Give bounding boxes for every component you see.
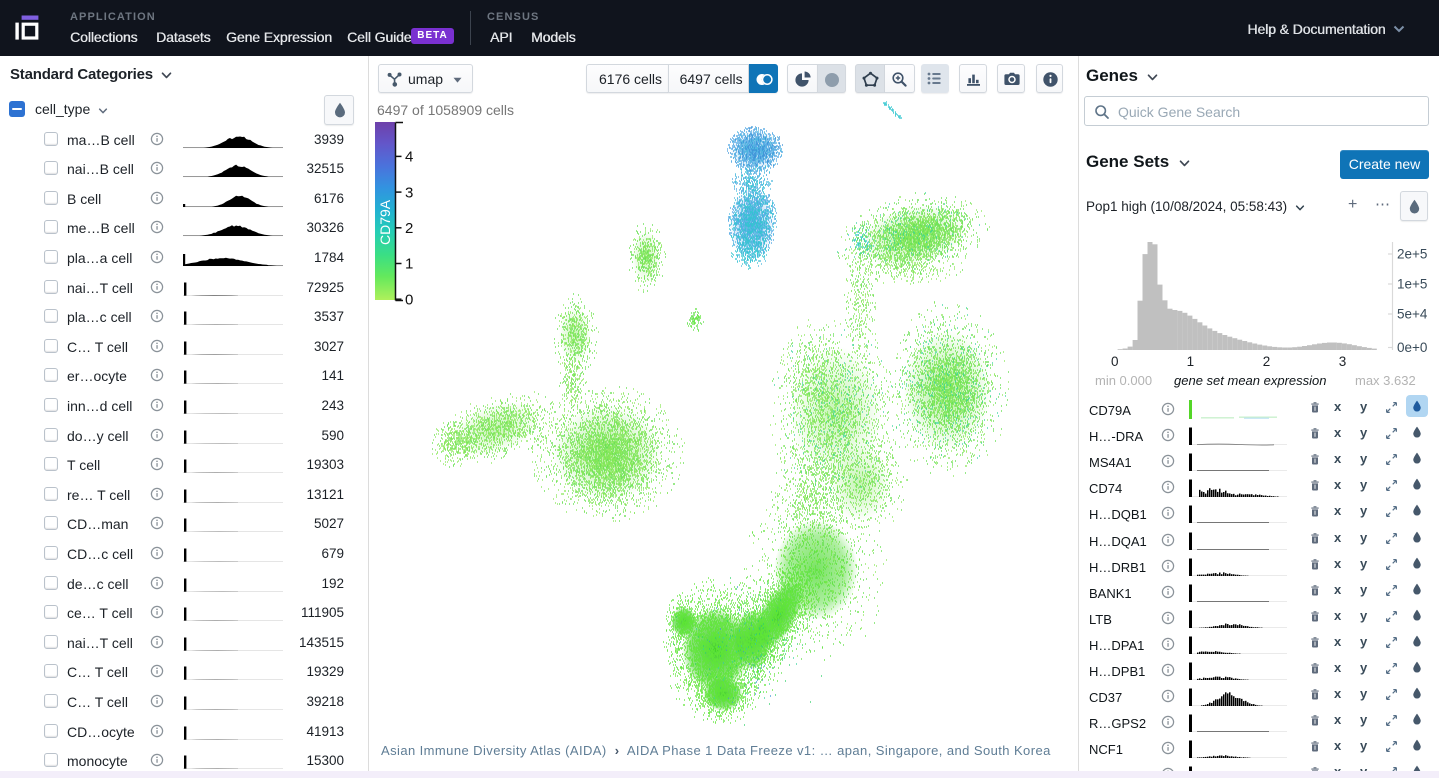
svg-text:4: 4	[405, 149, 413, 166]
svg-text:0: 0	[1111, 354, 1119, 369]
svg-text:3: 3	[1339, 354, 1347, 369]
svg-text:1e+5: 1e+5	[1397, 277, 1427, 292]
svg-text:5e+4: 5e+4	[1397, 307, 1428, 322]
svg-text:CD79A: CD79A	[377, 199, 393, 245]
svg-text:0: 0	[405, 291, 413, 308]
svg-text:1: 1	[405, 256, 413, 273]
svg-text:2: 2	[405, 220, 413, 237]
svg-text:3: 3	[405, 184, 413, 201]
svg-text:1: 1	[1187, 354, 1195, 369]
svg-text:2: 2	[1263, 354, 1271, 369]
svg-text:0e+0: 0e+0	[1397, 340, 1427, 355]
svg-text:2e+5: 2e+5	[1397, 247, 1427, 262]
